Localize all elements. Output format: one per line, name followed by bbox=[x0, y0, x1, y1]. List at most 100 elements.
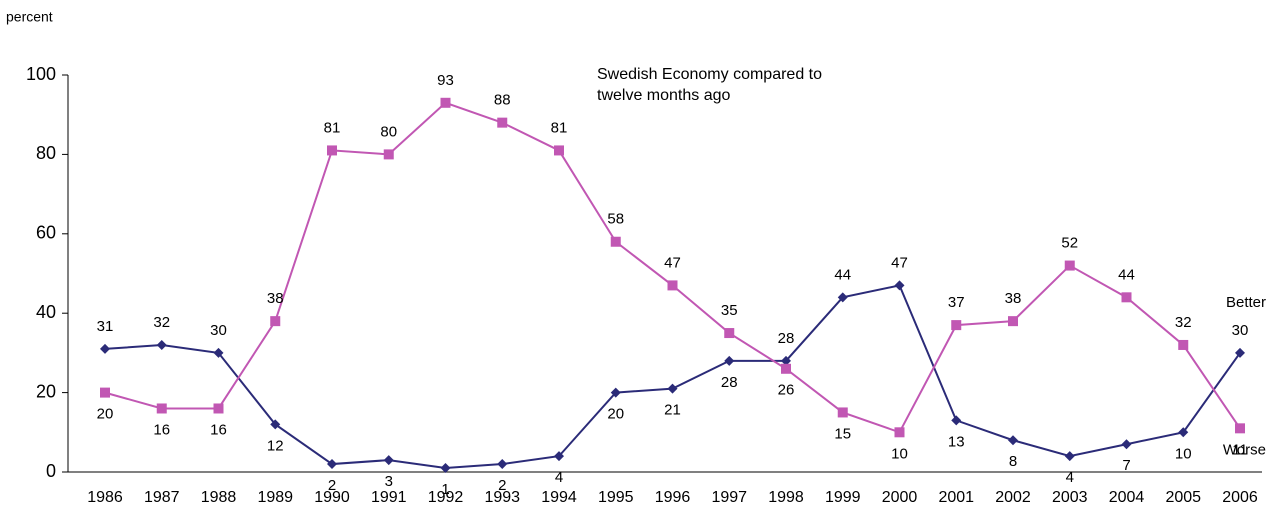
data-label: 12 bbox=[267, 437, 284, 454]
data-label: 20 bbox=[97, 406, 114, 423]
data-label: 44 bbox=[834, 266, 851, 283]
data-label: 80 bbox=[380, 123, 397, 140]
x-tick-label: 1993 bbox=[484, 489, 520, 506]
data-label: 13 bbox=[948, 433, 965, 450]
marker bbox=[894, 280, 905, 291]
x-tick-label: 2004 bbox=[1109, 489, 1145, 506]
marker bbox=[100, 343, 110, 354]
data-label: 32 bbox=[153, 314, 170, 331]
data-label: 10 bbox=[1175, 445, 1192, 462]
marker bbox=[100, 387, 110, 398]
marker bbox=[1178, 427, 1189, 438]
marker bbox=[1008, 435, 1018, 446]
marker bbox=[610, 387, 621, 398]
marker bbox=[383, 149, 394, 160]
y-tick-label: 60 bbox=[36, 223, 56, 243]
data-label: 4 bbox=[555, 469, 563, 486]
marker bbox=[554, 451, 564, 462]
data-label: 35 bbox=[721, 302, 738, 319]
data-label: 28 bbox=[778, 330, 795, 347]
marker bbox=[327, 145, 337, 156]
data-label: 38 bbox=[267, 290, 284, 307]
data-label: 26 bbox=[778, 382, 795, 399]
data-label: 10 bbox=[891, 445, 908, 462]
x-tick-label: 2003 bbox=[1052, 489, 1088, 506]
data-label: 7 bbox=[1122, 457, 1130, 474]
marker bbox=[781, 355, 791, 366]
data-label: 2 bbox=[498, 477, 506, 494]
data-label: 16 bbox=[210, 421, 227, 438]
marker bbox=[270, 419, 281, 430]
data-label: 15 bbox=[834, 425, 851, 442]
marker bbox=[1235, 347, 1245, 358]
y-tick-label: 20 bbox=[36, 381, 56, 401]
marker bbox=[667, 280, 678, 291]
x-tick-label: 1999 bbox=[825, 489, 861, 506]
data-label: 8 bbox=[1009, 453, 1017, 470]
marker bbox=[1178, 339, 1189, 350]
series-name: Worse bbox=[1223, 441, 1266, 458]
data-label: 88 bbox=[494, 92, 511, 109]
data-label: 47 bbox=[891, 254, 908, 271]
data-label: 81 bbox=[324, 119, 341, 136]
data-label: 32 bbox=[1175, 314, 1192, 331]
marker bbox=[1121, 292, 1132, 303]
data-label: 16 bbox=[153, 421, 170, 438]
x-tick-label: 1995 bbox=[598, 489, 634, 506]
data-label: 44 bbox=[1118, 266, 1135, 283]
x-tick-label: 1989 bbox=[257, 489, 293, 506]
y-axis-label: percent bbox=[6, 9, 53, 25]
marker bbox=[383, 455, 394, 466]
data-label: 47 bbox=[664, 254, 681, 271]
marker bbox=[951, 320, 962, 331]
x-tick-label: 1998 bbox=[768, 489, 804, 506]
marker bbox=[1121, 439, 1132, 450]
data-label: 31 bbox=[97, 318, 114, 335]
x-tick-label: 1997 bbox=[711, 489, 747, 506]
data-label: 20 bbox=[607, 406, 624, 423]
marker bbox=[270, 316, 281, 327]
x-tick-label: 2006 bbox=[1222, 489, 1258, 506]
data-label: 21 bbox=[664, 402, 681, 419]
marker bbox=[213, 347, 224, 358]
series-name: Better bbox=[1226, 294, 1266, 311]
marker bbox=[781, 363, 791, 374]
data-label: 52 bbox=[1061, 235, 1078, 252]
data-label: 4 bbox=[1066, 469, 1074, 486]
marker bbox=[724, 355, 735, 366]
marker bbox=[554, 145, 564, 156]
marker bbox=[1064, 451, 1075, 462]
data-label: 37 bbox=[948, 294, 965, 311]
x-tick-label: 1987 bbox=[144, 489, 180, 506]
x-tick-label: 1988 bbox=[201, 489, 237, 506]
data-label: 11 bbox=[1232, 441, 1248, 458]
marker bbox=[440, 97, 451, 108]
data-label: 58 bbox=[607, 211, 624, 228]
marker bbox=[1064, 260, 1075, 271]
x-tick-label: 1986 bbox=[87, 489, 123, 506]
x-tick-label: 1991 bbox=[371, 489, 407, 506]
marker bbox=[894, 427, 905, 438]
marker bbox=[951, 415, 962, 426]
x-tick-label: 1992 bbox=[428, 489, 464, 506]
y-tick-label: 40 bbox=[36, 302, 56, 322]
data-label: 30 bbox=[210, 322, 227, 339]
marker bbox=[837, 292, 848, 303]
data-label: 2 bbox=[328, 477, 336, 494]
y-tick-label: 80 bbox=[36, 143, 56, 163]
y-tick-label: 100 bbox=[26, 64, 56, 84]
data-label: 30 bbox=[1232, 322, 1249, 339]
data-label: 1 bbox=[441, 481, 449, 498]
x-tick-label: 2005 bbox=[1165, 489, 1201, 506]
marker bbox=[837, 407, 848, 418]
data-label: 3 bbox=[385, 473, 393, 490]
x-tick-label: 2002 bbox=[995, 489, 1031, 506]
data-label: 93 bbox=[437, 72, 454, 89]
marker bbox=[1235, 423, 1245, 434]
marker bbox=[327, 459, 337, 470]
x-tick-label: 2001 bbox=[938, 489, 974, 506]
data-label: 81 bbox=[551, 119, 568, 136]
marker bbox=[667, 383, 678, 394]
